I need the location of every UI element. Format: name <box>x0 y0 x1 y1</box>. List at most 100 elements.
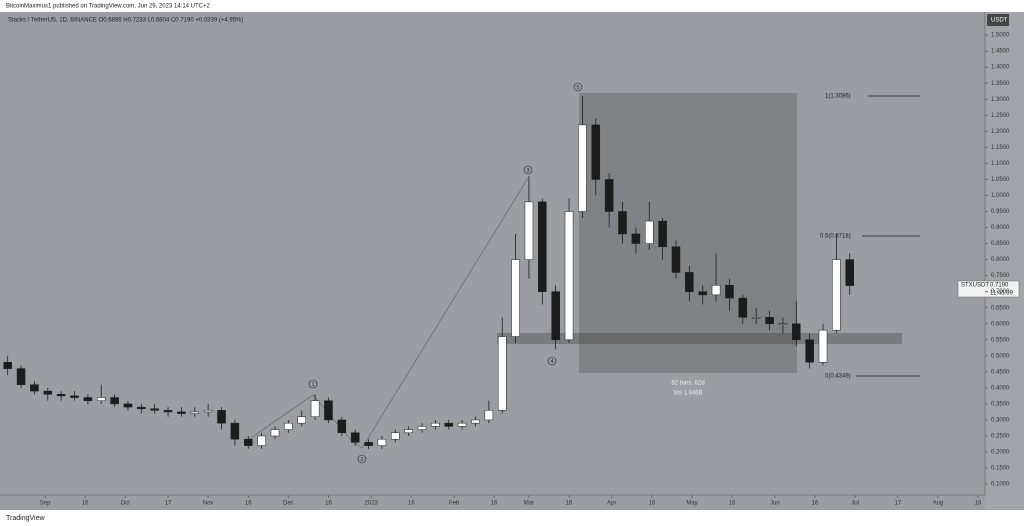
candle-body <box>604 179 614 212</box>
candle-body <box>203 410 213 413</box>
candle-body <box>618 211 627 235</box>
candle-body <box>96 397 106 401</box>
candle-body <box>511 259 520 337</box>
x-tick-label: Mar <box>524 501 534 507</box>
candle-body <box>270 429 280 437</box>
y-tick-label: 0.8500 <box>991 241 1010 247</box>
candle-body <box>110 397 119 405</box>
wave-circle <box>357 454 367 464</box>
x-tick-label: 16 <box>408 501 415 507</box>
candle-body <box>70 395 79 398</box>
wave-circle <box>573 82 583 92</box>
range-info: 82 bars, 82d <box>671 381 704 387</box>
y-tick-label: 0.4500 <box>991 369 1010 375</box>
x-tick-label: 16 <box>491 501 498 507</box>
support-band <box>497 333 902 344</box>
candle-body <box>471 419 480 424</box>
wave-circle <box>308 379 318 389</box>
x-tick-label: 17 <box>895 501 902 507</box>
candle-body <box>83 397 93 401</box>
x-tick-label: 16 <box>566 501 573 507</box>
candle-body <box>310 400 320 417</box>
x-tick-label: 16 <box>649 501 656 507</box>
x-tick-label: 16 <box>325 501 332 507</box>
candle-body <box>257 435 266 446</box>
y-tick-label: 0.1000 <box>991 482 1010 488</box>
candle-body <box>792 323 801 341</box>
y-tick-label: 0.9500 <box>991 209 1010 215</box>
y-tick-label: 1.0000 <box>991 193 1010 199</box>
x-tick-label: Oct <box>121 501 131 507</box>
candle-body <box>190 411 200 414</box>
wave-label: 5 <box>576 85 579 91</box>
y-tick-label: 0.7500 <box>991 273 1010 279</box>
y-tick-label: 1.4000 <box>991 65 1010 71</box>
x-tick-label: Jun <box>770 501 780 507</box>
y-tick-label: 0.7000 <box>991 289 1010 295</box>
y-tick-label: 1.5000 <box>991 33 1010 39</box>
fib-label: 0.5(0.8718) <box>820 234 851 240</box>
x-tick-label: Jul <box>851 501 859 507</box>
candle-body <box>56 394 66 397</box>
price-axis <box>985 12 1024 510</box>
y-tick-label: 0.5000 <box>991 353 1010 359</box>
candle-body <box>297 416 306 424</box>
y-tick-label: 0.3500 <box>991 401 1010 407</box>
x-tick-label: Apr <box>607 501 616 507</box>
unit-box <box>987 14 1009 26</box>
candle-body <box>137 406 146 409</box>
y-tick-label: 0.8000 <box>991 257 1010 263</box>
candle-body <box>30 384 39 392</box>
candle-body <box>524 201 534 260</box>
y-tick-label: 0.1500 <box>991 466 1010 472</box>
x-tick-label: 16 <box>82 501 89 507</box>
x-tick-label: Dec <box>283 501 294 507</box>
y-tick-label: 1.2000 <box>991 129 1010 135</box>
x-tick-label: 16 <box>975 501 982 507</box>
x-tick-label: Aug <box>933 501 944 507</box>
candle-body <box>658 220 667 248</box>
candle-body <box>497 336 507 411</box>
y-tick-label: 1.2500 <box>991 113 1010 119</box>
candle-body <box>671 246 681 273</box>
candle-body <box>217 410 226 424</box>
x-tick-label: 2023 <box>365 501 379 507</box>
candle-body <box>685 272 694 292</box>
y-tick-label: 0.2000 <box>991 450 1010 456</box>
candle-body <box>484 410 494 421</box>
candle-body <box>457 422 467 427</box>
candle-body <box>324 400 333 421</box>
wave-label: 3 <box>526 168 529 174</box>
candle-body <box>725 285 734 299</box>
price-tag-symbol: STXUSDT <box>961 283 989 289</box>
wave-label: 1 <box>311 382 314 388</box>
y-tick-label: 1.0500 <box>991 177 1010 183</box>
wave-circle <box>547 356 557 366</box>
candle-body <box>818 329 828 363</box>
candle-body <box>832 259 841 331</box>
range-box <box>579 93 797 373</box>
price-tag <box>957 280 1020 298</box>
candle-body <box>845 259 854 286</box>
candle-body <box>538 201 547 292</box>
chart-title: Stacks / TetherUS, 1D, BINANCE O0.6896 H… <box>8 18 243 24</box>
candle-body <box>404 429 413 434</box>
wave-label: 2 <box>360 457 363 463</box>
wave-labels: 1 2 3 4 5 <box>308 82 583 464</box>
x-tick-label: 17 <box>165 501 172 507</box>
y-tick-label: 0.6500 <box>991 305 1010 311</box>
candle-body <box>551 291 560 341</box>
candle-body <box>417 426 427 430</box>
y-tick-label: 0.6000 <box>991 321 1010 327</box>
candle-body <box>631 233 641 244</box>
y-tick-label: 1.1500 <box>991 145 1010 151</box>
candle-body <box>377 438 387 446</box>
y-tick-label: 0.3000 <box>991 418 1010 424</box>
candle-body <box>805 339 814 363</box>
x-tick-label: May <box>686 501 697 507</box>
candle-body <box>177 411 186 414</box>
price-tag-countdown: 11:45:09 <box>990 291 1014 297</box>
x-tick-label: 16 <box>729 501 736 507</box>
y-tick-label: 1.3000 <box>991 97 1010 103</box>
